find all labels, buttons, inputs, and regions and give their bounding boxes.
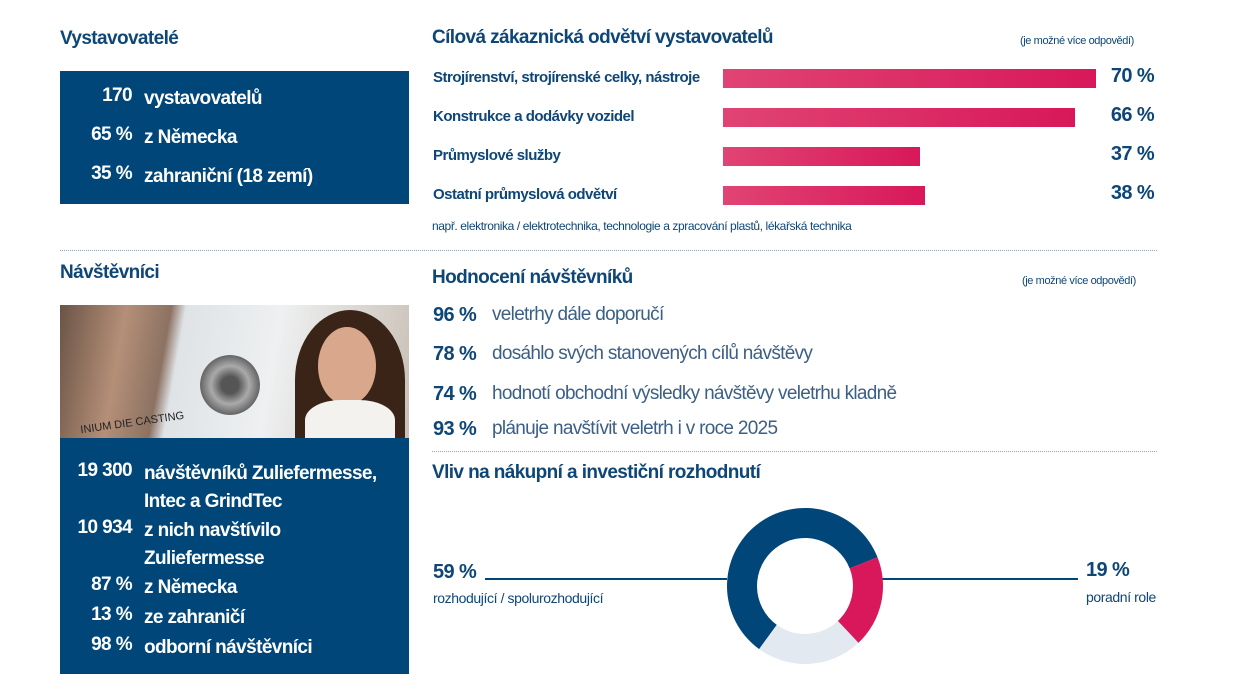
person-sweater (305, 400, 395, 438)
bar-value-label: 70 % (1110, 65, 1155, 87)
bar-category-label: Ostatní průmyslová odvětví (433, 186, 617, 203)
person-face (318, 327, 376, 405)
photo-sign-text: INIUM DIE CASTING (79, 409, 185, 437)
exhibitors-title: Vystavovatelé (60, 28, 179, 49)
ratings-title: Hodnocení návštěvníků (432, 267, 633, 288)
exhibitors-box: 170 vystavovatelů 65 % z Německa 35 % zahra… (60, 71, 409, 204)
leader-line-right (880, 578, 1078, 580)
donut-slice (837, 557, 883, 643)
bar-category-label: Konstrukce a dodávky vozidel (433, 108, 635, 125)
donut-slice (759, 620, 859, 664)
visitors-box: 19 300 návštěvníků Zuliefermesse, Intec a… (60, 438, 409, 674)
bar-value-label: 37 % (1110, 143, 1155, 165)
bar-chart-note: (je možné více odpovědí) (1020, 35, 1134, 47)
slice-label-name: rozhodující / spolurozhodující (433, 590, 604, 606)
section-divider (432, 451, 1157, 452)
slice-label-value: 59 % (433, 561, 477, 583)
bar (723, 186, 926, 205)
bar-value-label: 66 % (1110, 104, 1155, 126)
donut-title: Vliv na nákupní a investiční rozhodnutí (432, 462, 761, 483)
leader-line-left (485, 578, 727, 580)
rating-item: 96 % veletrhy dále doporučí (433, 304, 664, 326)
visitor-photo: INIUM DIE CASTING (60, 305, 409, 438)
rating-item: 74 % hodnotí obchodní výsledky návštěvy v… (433, 383, 897, 405)
section-divider (60, 250, 1157, 251)
slice-label-name: poradní role (1086, 589, 1156, 605)
slice-label-value: 19 % (1086, 559, 1130, 581)
bar (723, 147, 921, 166)
bar (723, 108, 1075, 127)
donut-chart (727, 508, 883, 664)
rating-item: 78 % dosáhlo svých stanovených cílů návšt… (433, 343, 813, 365)
donut-slice (727, 508, 878, 650)
bar-category-label: Strojírenství, strojírenské celky, nástr… (433, 69, 700, 86)
bar (723, 69, 1096, 88)
part-illustration (200, 355, 260, 415)
ratings-note: (je možné více odpovědí) (1022, 275, 1136, 287)
bar-chart-title: Cílová zákaznická odvětví vystavovatelů (432, 27, 774, 48)
bar-category-label: Průmyslové služby (433, 147, 561, 164)
bar-chart-footnote: např. elektronika / elektrotechnika, tec… (432, 219, 852, 233)
visitors-title: Návštěvníci (60, 262, 160, 283)
rating-item: 93 % plánuje navštívit veletrh i v roce 2… (433, 418, 778, 440)
bar-value-label: 38 % (1110, 182, 1155, 204)
